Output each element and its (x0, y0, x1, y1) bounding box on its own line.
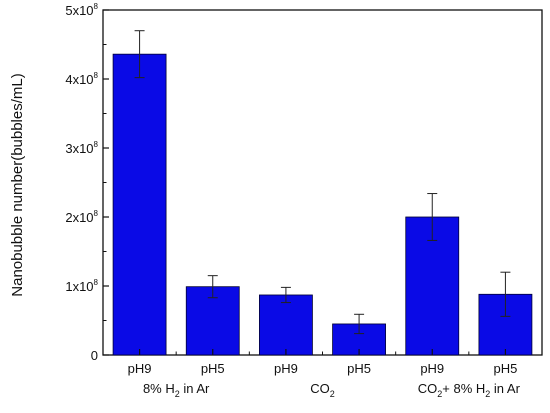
y-tick-mantissa: 3x10 (65, 141, 93, 156)
x-tick-label: pH9 (274, 361, 298, 376)
y-tick-label: 3x108 (65, 140, 98, 156)
bar (259, 294, 313, 356)
group-label-part: CO (310, 381, 330, 396)
y-tick-mantissa: 5x10 (65, 3, 93, 18)
y-tick-exponent: 8 (94, 140, 99, 149)
group-label-part: + 8% H (442, 381, 485, 396)
group-label-subscript: 2 (175, 389, 180, 399)
y-axis-title-group: Nanobubble number(bubbles/mL) (9, 73, 26, 296)
group-label-part: in Ar (180, 381, 210, 396)
x-tick-label: pH9 (128, 361, 152, 376)
y-tick-exponent: 8 (94, 2, 99, 11)
y-tick-exponent: 8 (94, 71, 99, 80)
y-tick-mantissa: 0 (91, 348, 98, 363)
group-label-subscript: 2 (485, 389, 490, 399)
group-label-part: 8% H (143, 381, 175, 396)
group-label: CO2+ 8% H2 in Ar (418, 381, 521, 399)
y-tick-label: 4x108 (65, 71, 98, 87)
y-tick-label: 2x108 (65, 209, 98, 225)
bar (112, 53, 167, 356)
y-tick-mantissa: 2x10 (65, 210, 93, 225)
group-label: CO2 (310, 381, 335, 399)
y-tick-label: 5x108 (65, 2, 98, 18)
group-label-subscript: 2 (330, 389, 335, 399)
y-tick-exponent: 8 (94, 278, 99, 287)
y-axis-title: Nanobubble number(bubbles/mL) (9, 73, 26, 296)
group-label-part: CO (418, 381, 438, 396)
y-tick-label: 0 (91, 348, 98, 363)
x-tick-label: pH9 (420, 361, 444, 376)
group-label-part: in Ar (490, 381, 520, 396)
y-tick-mantissa: 1x10 (65, 279, 93, 294)
group-label-subscript: 2 (437, 389, 442, 399)
x-tick-label: pH5 (347, 361, 371, 376)
y-tick-exponent: 8 (94, 209, 99, 218)
plot-frame (102, 9, 543, 356)
group-label: 8% H2 in Ar (143, 381, 210, 399)
y-tick-label: 1x108 (65, 278, 98, 294)
x-tick-label: pH5 (201, 361, 225, 376)
x-tick-label: pH5 (493, 361, 517, 376)
y-tick-mantissa: 4x10 (65, 72, 93, 87)
